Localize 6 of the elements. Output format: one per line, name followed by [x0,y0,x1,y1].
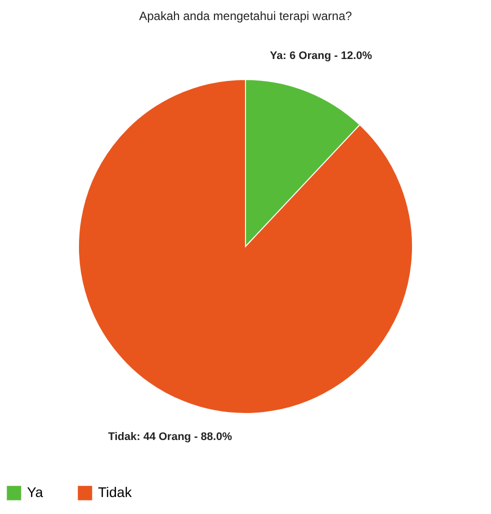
data-label: Tidak: 44 Orang - 88.0% [108,431,232,444]
legend-label: Tidak [98,484,133,500]
data-label: Ya: 6 Orang - 12.0% [270,50,372,62]
pie-slice [78,79,413,414]
chart-title: Apakah anda mengetahui terapi warna? [139,9,352,23]
legend-label: Ya [27,484,44,500]
